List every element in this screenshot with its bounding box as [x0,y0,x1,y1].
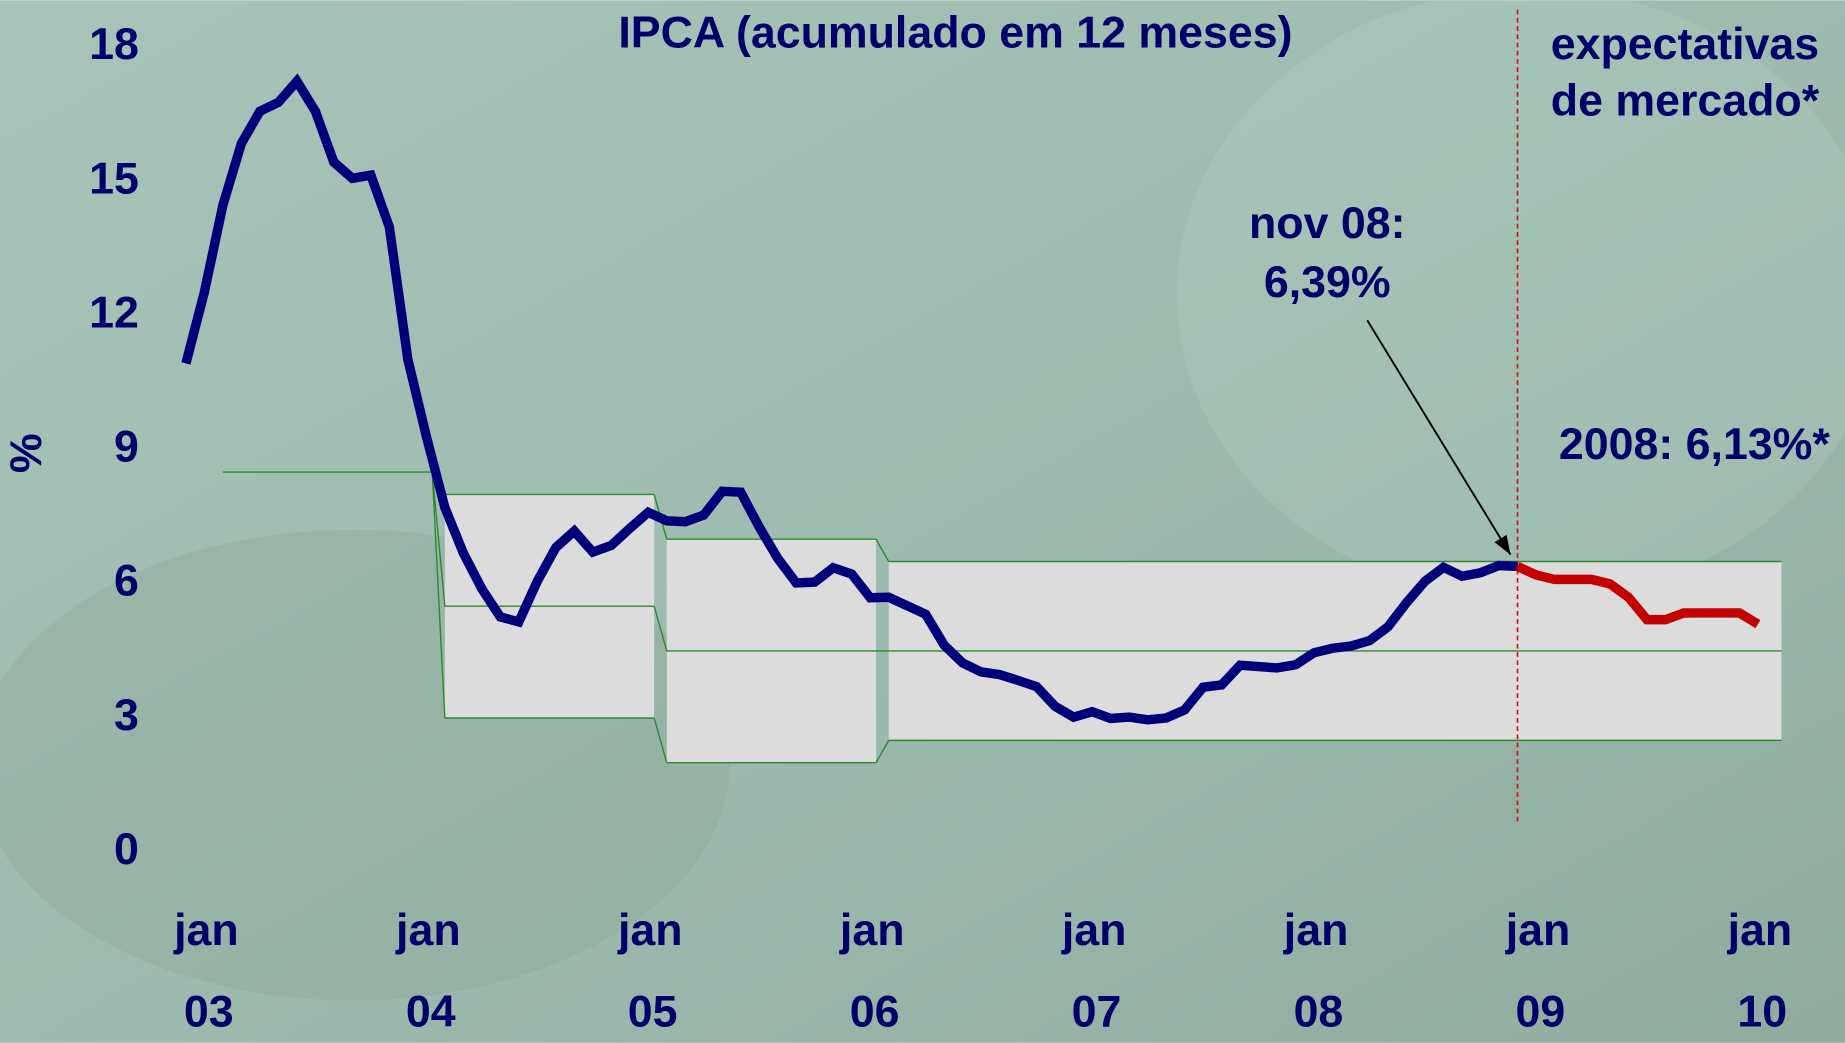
x-tick-year-label: 03 [184,987,234,1036]
x-tick-year-label: 07 [1072,987,1122,1036]
x-tick-year-label: 08 [1294,987,1344,1036]
x-tick-year-label: 04 [406,987,456,1036]
y-tick-label: 9 [114,423,139,472]
annotation: 6,39% [1264,258,1391,307]
page: IPCA (acumulado em 12 meses) % 036912151… [0,0,1845,1043]
x-tick-label: jan [617,906,683,955]
chart-title: IPCA (acumulado em 12 meses) [618,8,1292,57]
x-tick-label: jan [1505,906,1571,955]
x-tick-label: jan [173,906,239,955]
y-tick-label: 15 [89,154,139,203]
x-tick-label: jan [1061,906,1127,955]
y-tick-label: 18 [89,20,139,69]
annotation: expectativas [1551,20,1819,69]
annotation: 2008: 6,13%* [1559,420,1831,469]
chart: IPCA (acumulado em 12 meses) % 036912151… [0,0,1845,1043]
y-tick-label: 0 [114,825,139,874]
x-tick-year-label: 06 [850,987,900,1036]
x-tick-year-label: 05 [628,987,678,1036]
y-tick-label: 12 [89,288,139,337]
annotation: nov 08: [1249,199,1406,248]
x-tick-label: jan [1727,906,1793,955]
y-axis-label: % [2,433,51,473]
x-tick-year-label: 10 [1737,987,1787,1036]
y-tick-label: 3 [114,691,139,740]
annotation: de mercado* [1551,77,1820,126]
x-tick-year-label: 09 [1516,987,1566,1036]
x-tick-label: jan [1283,906,1349,955]
x-tick-label: jan [395,906,461,955]
y-tick-label: 6 [114,557,139,606]
x-tick-label: jan [839,906,905,955]
